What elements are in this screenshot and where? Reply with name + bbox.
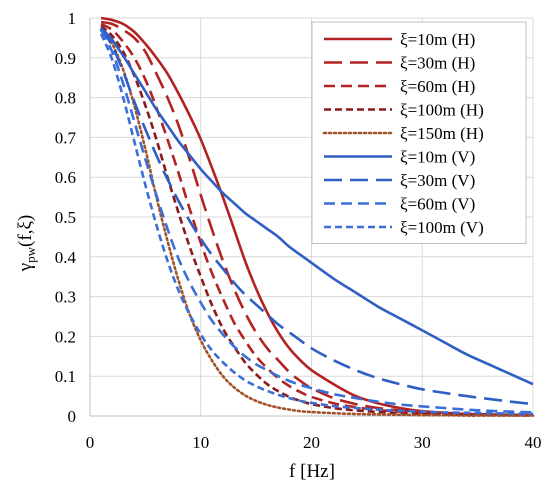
legend: ξ=10m (H) ξ=30m (H) ξ=60m (H) ξ=100m (H) ξ=1…: [311, 21, 527, 244]
y-tick-label: 1: [68, 9, 77, 28]
legend-label: ξ=30m (V): [400, 171, 475, 190]
series-line-6: [100, 27, 534, 386]
legend-label: ξ=60m (H): [400, 77, 475, 96]
legend-label: ξ=150m (H): [400, 124, 484, 143]
legend-label: ξ=10m (V): [400, 148, 475, 167]
legend-box: [311, 21, 527, 244]
series-lines: [99, 16, 535, 417]
x-tick-label: 10: [192, 433, 209, 452]
y-tick-label: 0.5: [55, 208, 76, 227]
tick-labels: 00.10.20.30.40.50.60.70.80.910 10 20 30 40: [55, 9, 542, 452]
x-tick-label: 40: [525, 433, 542, 452]
legend-label: ξ=30m (H): [400, 54, 475, 73]
series-line-5: [99, 28, 535, 417]
series-line-8: [99, 29, 534, 414]
legend-label: ξ=10m (H): [400, 30, 475, 49]
series-line-7: [99, 27, 534, 406]
y-tick-label: 0.8: [55, 89, 76, 108]
x-tick-label: 30: [414, 433, 431, 452]
series-line-9: [99, 33, 534, 416]
y-tick-label: 0: [68, 407, 77, 426]
y-tick-label: 0.9: [55, 49, 76, 68]
y-tick-label: 0.1: [55, 367, 76, 386]
legend-label: ξ=100m (H): [400, 101, 484, 120]
y-axis-label: γpw(f,ξ): [15, 215, 38, 273]
x-tick-label: 0: [86, 433, 95, 452]
y-tick-label: 0.3: [55, 288, 76, 307]
legend-label: ξ=100m (V): [400, 218, 484, 237]
x-tick-label: 20: [303, 433, 320, 452]
y-tick-label: 0.4: [55, 248, 77, 267]
y-tick-label: 0.7: [55, 128, 77, 147]
y-tick-label: 0.2: [55, 327, 76, 346]
series-line-3: [100, 22, 534, 417]
legend-label: ξ=60m (V): [400, 195, 475, 214]
y-tick-label: 0.6: [55, 168, 76, 187]
x-axis-label: f [Hz]: [289, 461, 335, 482]
